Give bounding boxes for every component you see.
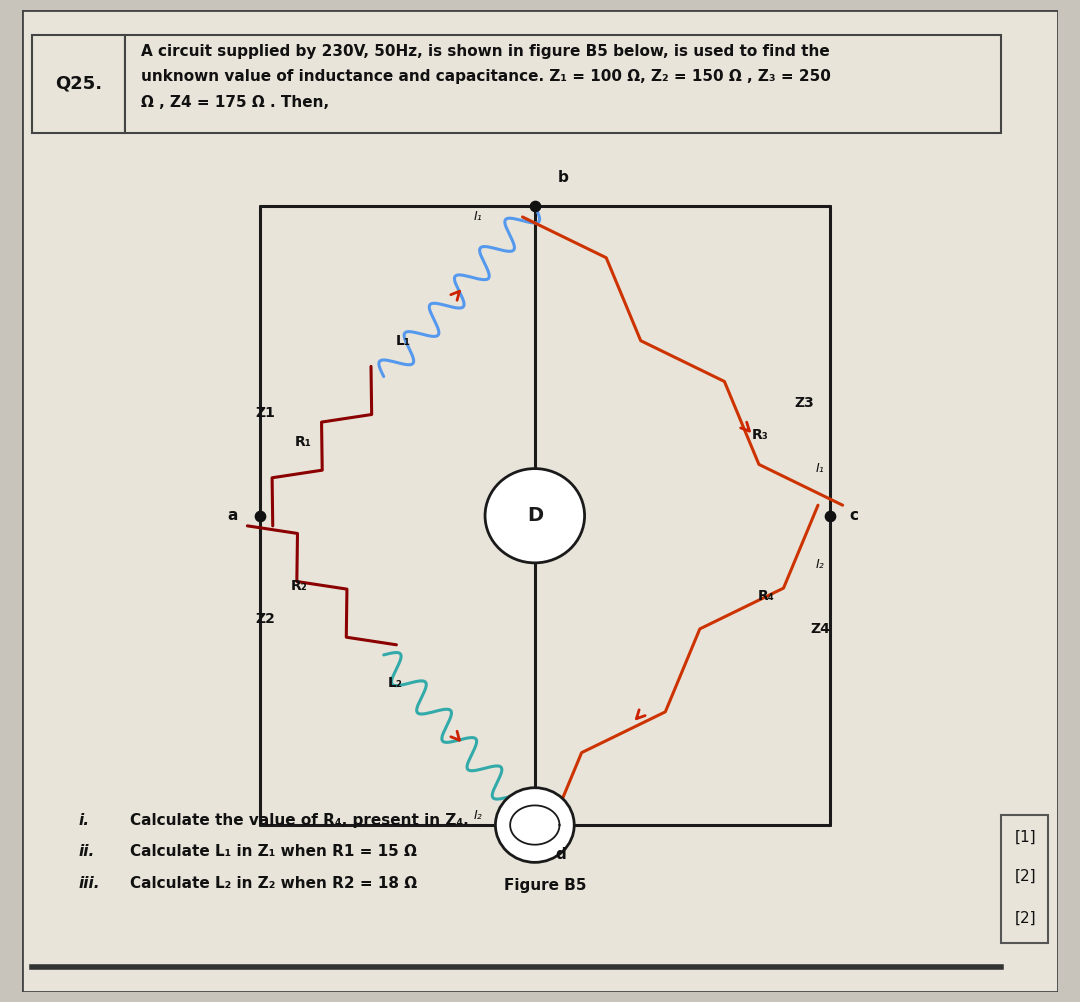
Text: [2]: [2] (1014, 869, 1036, 884)
Text: ii.: ii. (79, 844, 95, 859)
Text: A circuit supplied by 230V, 50Hz, is shown in figure B5 below, is used to find t: A circuit supplied by 230V, 50Hz, is sho… (140, 44, 829, 59)
FancyBboxPatch shape (125, 35, 1001, 133)
Point (526, 198, 543, 214)
Text: a: a (227, 508, 238, 523)
Text: Calculate L₁ in Z₁ when R1 = 15 Ω: Calculate L₁ in Z₁ when R1 = 15 Ω (131, 844, 417, 859)
Text: I₁: I₁ (473, 209, 482, 222)
Text: Calculate the value of R₄, present in Z₄.: Calculate the value of R₄, present in Z₄… (131, 813, 469, 828)
Text: Ω , Z4 = 175 Ω . Then,: Ω , Z4 = 175 Ω . Then, (140, 95, 329, 110)
Text: R₃: R₃ (752, 428, 768, 442)
Text: c: c (849, 508, 858, 523)
Text: Q25.: Q25. (55, 75, 103, 92)
Text: iii.: iii. (79, 877, 100, 892)
Text: Z1: Z1 (255, 406, 275, 420)
Text: Z2: Z2 (255, 612, 275, 626)
Text: I₂: I₂ (815, 558, 824, 571)
Text: L₁: L₁ (395, 334, 410, 348)
Text: Calculate L₂ in Z₂ when R2 = 18 Ω: Calculate L₂ in Z₂ when R2 = 18 Ω (131, 877, 418, 892)
Text: R₁: R₁ (295, 435, 312, 449)
Circle shape (496, 788, 575, 863)
Point (252, 508, 269, 524)
FancyBboxPatch shape (1001, 816, 1048, 943)
Text: [2]: [2] (1014, 911, 1036, 926)
Text: Figure B5: Figure B5 (504, 879, 586, 894)
Text: D: D (527, 506, 543, 525)
FancyBboxPatch shape (22, 10, 1058, 992)
Text: R₂: R₂ (292, 579, 308, 593)
Text: L₂: L₂ (388, 675, 402, 689)
FancyBboxPatch shape (32, 35, 125, 133)
Text: Z4: Z4 (810, 621, 829, 635)
Text: d: d (555, 847, 566, 862)
Text: Z3: Z3 (795, 396, 814, 410)
Text: R₄: R₄ (757, 589, 774, 603)
Point (822, 508, 839, 524)
Text: b: b (557, 169, 568, 184)
Text: [1]: [1] (1014, 830, 1036, 845)
Text: I₁: I₁ (815, 462, 824, 475)
Text: I₂: I₂ (473, 809, 482, 822)
Text: unknown value of inductance and capacitance. Z₁ = 100 Ω, Z₂ = 150 Ω , Z₃ = 250: unknown value of inductance and capacita… (140, 69, 831, 84)
Text: i.: i. (79, 813, 90, 828)
Circle shape (485, 469, 584, 563)
